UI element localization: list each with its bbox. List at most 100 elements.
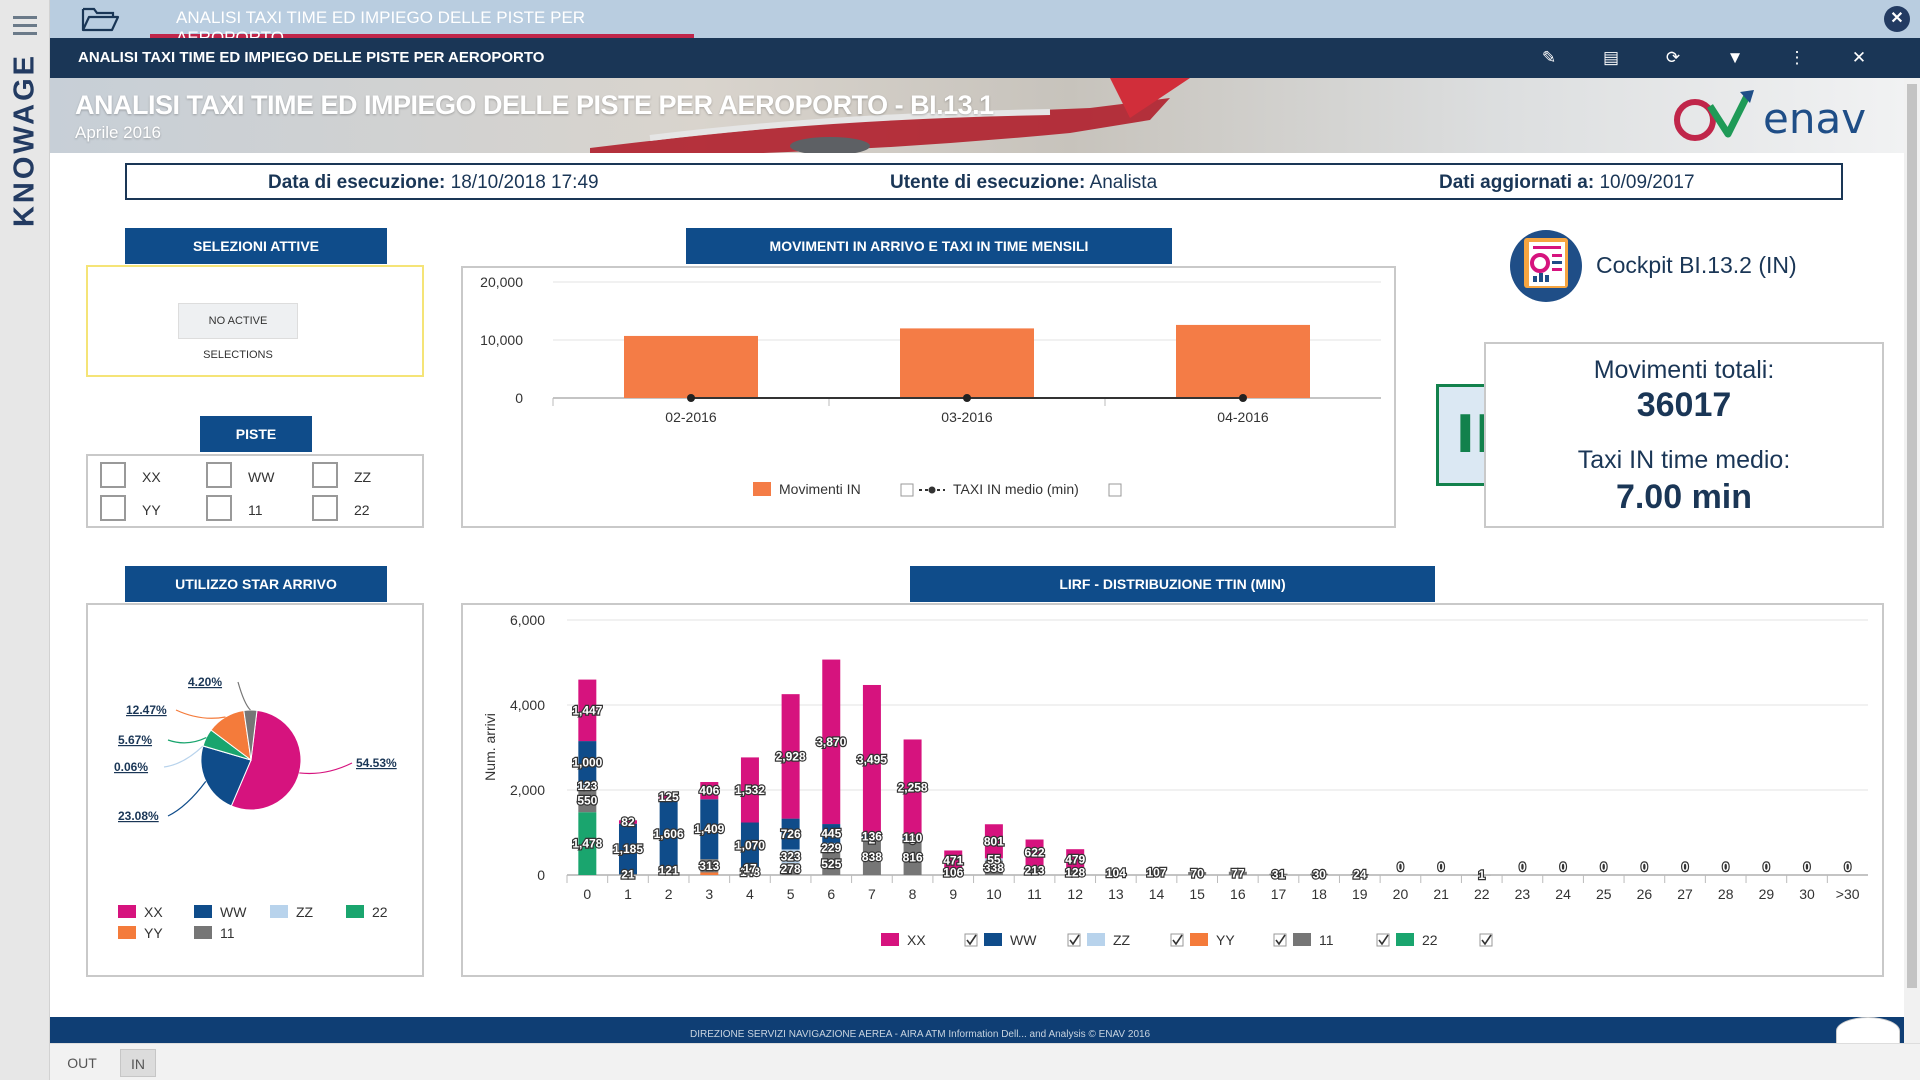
refresh-icon[interactable]: ⟳ — [1665, 48, 1681, 67]
checkbox-xx[interactable] — [100, 462, 126, 488]
more-icon[interactable]: ⋮ — [1788, 48, 1806, 67]
legend-label-11: 11 — [220, 925, 235, 941]
data-label: 1,478 — [572, 837, 602, 851]
selections-title: SELEZIONI ATTIVE — [125, 228, 387, 264]
bar-segment-ww — [903, 835, 922, 841]
data-label: 24 — [1353, 867, 1367, 881]
bar-segment-xx — [1066, 849, 1085, 870]
data-label: 1,409 — [694, 822, 724, 836]
vertical-scrollbar[interactable] — [1904, 78, 1920, 1043]
cockpit-link[interactable]: Cockpit BI.13.2 (IN) — [1508, 228, 1858, 304]
report-icon — [1510, 230, 1582, 302]
bar-segment-xx — [903, 739, 922, 836]
legend-swatch-zz — [270, 905, 288, 918]
data-label: 0 — [1397, 860, 1404, 874]
legend-swatch-ww — [984, 933, 1002, 946]
folder-open-icon[interactable] — [80, 5, 120, 33]
legend-label-yy: YY — [144, 925, 163, 941]
exec-user-label: Utente di esecuzione: — [890, 172, 1086, 193]
notes-icon[interactable]: ▤ — [1602, 48, 1620, 67]
legend-check-icon — [1172, 934, 1183, 946]
data-label: 816 — [903, 851, 923, 865]
bar-segment-ww — [659, 799, 678, 869]
close-icon[interactable]: ✕ — [1851, 48, 1867, 67]
legend-swatch-yy — [118, 926, 136, 939]
bar-segment-zz — [862, 839, 881, 840]
checkbox-ww-label: WW — [248, 469, 275, 485]
bar-segment-ww — [822, 824, 841, 843]
pie-data-label: 23.08% — [118, 809, 159, 823]
y-tick-label: 20,000 — [480, 274, 523, 290]
close-tab-icon[interactable]: ✕ — [1884, 6, 1910, 32]
point-taxi-in-medio — [963, 394, 971, 402]
sheet-tab-out[interactable]: OUT — [67, 1055, 97, 1071]
point-taxi-in-medio — [1239, 394, 1247, 402]
data-label: 0 — [1560, 860, 1567, 874]
x-tick-label: 4 — [746, 886, 754, 902]
legend-label-22: 22 — [372, 904, 388, 920]
x-tick-label: 13 — [1108, 886, 1124, 902]
bar-segment-zz — [740, 867, 759, 869]
legend-swatch-xx — [881, 933, 899, 946]
kpi-total-label: Movimenti totali: — [1593, 356, 1775, 384]
data-label: 136 — [862, 829, 882, 843]
data-label: 479 — [1065, 852, 1085, 866]
checkbox-yy[interactable] — [100, 495, 126, 521]
legend-swatch-11 — [194, 926, 212, 939]
x-tick-label: 22 — [1474, 886, 1490, 902]
bar-segment-11 — [578, 788, 597, 813]
x-tick-label: 1 — [624, 886, 632, 902]
checkbox-11[interactable] — [206, 495, 232, 521]
data-label: 0 — [1641, 860, 1648, 874]
x-tick-label: 16 — [1230, 886, 1246, 902]
data-label: 0 — [1844, 860, 1851, 874]
bar-segment-ww — [740, 822, 759, 868]
updated-info: Dati aggiornati a: 10/09/2017 — [1439, 172, 1695, 194]
bar-segment-ww — [700, 799, 719, 860]
data-label: 104 — [1106, 866, 1126, 880]
x-tick-label: 25 — [1596, 886, 1612, 902]
checkbox-zz[interactable] — [312, 462, 338, 488]
y-tick-label: 6,000 — [510, 612, 545, 628]
data-label: 0 — [1722, 860, 1729, 874]
bar-segment-11 — [944, 870, 963, 875]
bar-segment-zz — [903, 840, 922, 841]
checkbox-ww[interactable] — [206, 462, 232, 488]
x-tick-label: 3 — [705, 886, 713, 902]
x-tick-label: 27 — [1677, 886, 1693, 902]
bar-movimenti-in — [1176, 324, 1310, 398]
bar-segment-ww — [862, 833, 881, 840]
scrollbar-thumb[interactable] — [1907, 84, 1917, 988]
y-tick-label: 0 — [515, 390, 523, 406]
menu-icon[interactable] — [13, 16, 37, 36]
checkbox-22[interactable] — [312, 495, 338, 521]
data-label: 338 — [984, 861, 1004, 875]
data-label: 77 — [1231, 866, 1245, 880]
data-label: 525 — [821, 857, 841, 871]
edit-icon[interactable]: ✎ — [1541, 48, 1557, 67]
data-label: 1,532 — [735, 783, 765, 797]
data-label: 1,447 — [572, 703, 602, 717]
x-tick-label: 2 — [665, 886, 673, 902]
legend-label-ww: WW — [220, 904, 247, 920]
sheet-tabbar: OUT IN — [50, 1043, 1920, 1080]
legend-label-xx: XX — [144, 904, 163, 920]
filter-icon[interactable]: ▼ — [1726, 48, 1744, 67]
data-label: 2 — [869, 832, 876, 846]
monthly-chart: 20,000 10,000 0 02-2016 03-2016 04-2016 Movime… — [480, 274, 1381, 497]
data-label: 21 — [621, 868, 635, 882]
pie-data-label: 0.06% — [114, 760, 148, 774]
tab-document[interactable]: ANALISI TAXI TIME ED IMPIEGO DELLE PISTE… — [150, 0, 694, 47]
bar-segment-zz — [822, 842, 841, 853]
data-label: 121 — [659, 864, 679, 878]
data-label: 0 — [1682, 860, 1689, 874]
legend-swatch-xx — [118, 905, 136, 918]
x-tick-label: 0 — [583, 886, 591, 902]
sheet-tab-in[interactable]: IN — [120, 1049, 156, 1077]
pie-connector — [175, 709, 226, 719]
checkbox-yy-label: YY — [142, 502, 161, 518]
bar-segment-xx — [659, 794, 678, 800]
data-label: 107 — [1147, 866, 1167, 880]
legend-label-xx: XX — [907, 932, 926, 948]
data-label: 622 — [1025, 846, 1045, 860]
